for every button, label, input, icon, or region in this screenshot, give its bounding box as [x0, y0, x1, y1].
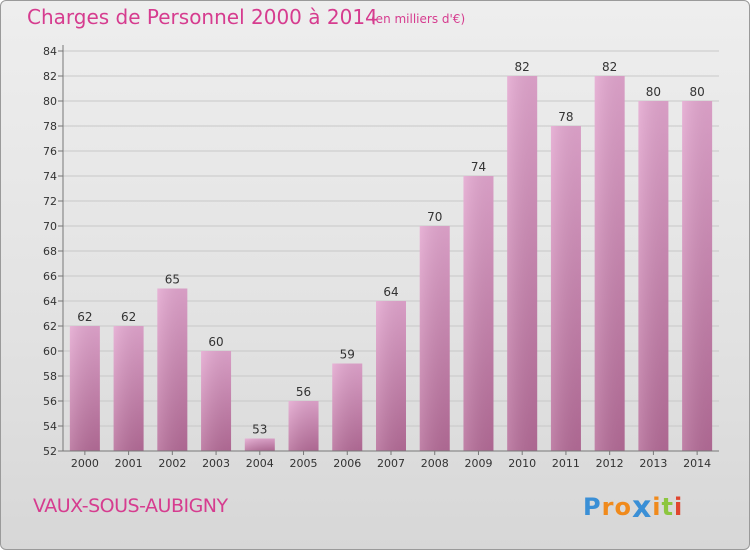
data-label: 65	[165, 273, 180, 287]
data-label: 74	[471, 160, 486, 174]
data-label: 82	[515, 60, 530, 74]
x-tick-label: 2009	[464, 457, 492, 470]
bar-shade	[332, 363, 363, 451]
data-label: 78	[558, 110, 573, 124]
y-tick-label: 52	[43, 445, 57, 458]
data-label: 70	[427, 210, 442, 224]
x-tick-label: 2008	[421, 457, 449, 470]
data-label: 82	[602, 60, 617, 74]
data-label: 56	[296, 385, 311, 399]
y-tick-label: 66	[43, 270, 57, 283]
data-label: 80	[689, 85, 704, 99]
x-tick-label: 2014	[683, 457, 711, 470]
y-tick-label: 72	[43, 195, 57, 208]
bar-shade	[463, 176, 494, 451]
y-tick-label: 70	[43, 220, 57, 233]
y-tick-label: 54	[43, 420, 57, 433]
bar-shade	[507, 76, 538, 451]
data-label: 59	[340, 348, 355, 362]
logo-letter: x	[631, 490, 653, 525]
bar-shade	[419, 226, 450, 451]
y-tick-label: 80	[43, 95, 57, 108]
chart-title: Charges de Personnel 2000 à 2014	[27, 5, 378, 29]
y-tick-label: 62	[43, 320, 57, 333]
logo-letter: i	[652, 493, 662, 521]
x-tick-label: 2007	[377, 457, 405, 470]
x-tick-label: 2004	[246, 457, 274, 470]
logo-letter: i	[674, 493, 684, 521]
y-tick-label: 76	[43, 145, 57, 158]
y-tick-label: 58	[43, 370, 57, 383]
y-tick-label: 64	[43, 295, 57, 308]
bar-shade	[244, 438, 275, 451]
y-tick-label: 84	[43, 45, 57, 58]
x-tick-label: 2010	[508, 457, 536, 470]
x-tick-label: 2013	[639, 457, 667, 470]
y-tick-label: 56	[43, 395, 57, 408]
data-label: 64	[383, 285, 398, 299]
data-label: 53	[252, 423, 267, 437]
x-tick-label: 2012	[596, 457, 624, 470]
chart-subtitle: (en milliers d'€)	[371, 12, 466, 26]
x-tick-label: 2002	[158, 457, 186, 470]
bar-shade	[550, 126, 581, 451]
y-tick-label: 78	[43, 120, 57, 133]
y-tick-label: 60	[43, 345, 57, 358]
bar-shade	[682, 101, 713, 451]
data-label: 80	[646, 85, 661, 99]
data-label: 62	[77, 310, 92, 324]
bar-shade	[69, 326, 100, 451]
place-name: VAUX-SOUS-AUBIGNY	[33, 495, 228, 517]
data-label: 62	[121, 310, 136, 324]
x-tick-label: 2000	[71, 457, 99, 470]
x-tick-label: 2006	[333, 457, 361, 470]
bar-shade	[157, 288, 188, 451]
y-tick-label: 68	[43, 245, 57, 258]
data-label: 60	[208, 335, 223, 349]
logo-letter: P	[583, 493, 602, 521]
bar-shade	[113, 326, 144, 451]
bar-shade	[201, 351, 232, 451]
bar-shade	[288, 401, 319, 451]
y-tick-label: 82	[43, 70, 57, 83]
bar-shade	[376, 301, 406, 451]
proxiti-logo: Proxiti	[583, 488, 684, 525]
logo-letter: r	[601, 493, 615, 521]
x-tick-label: 2011	[552, 457, 580, 470]
x-tick-label: 2001	[115, 457, 143, 470]
y-tick-label: 74	[43, 170, 57, 183]
x-tick-label: 2005	[290, 457, 318, 470]
bar-shade	[594, 76, 625, 451]
logo-letter: o	[614, 493, 632, 521]
logo-letter: t	[661, 493, 675, 521]
bar-shade	[638, 101, 669, 451]
x-tick-label: 2003	[202, 457, 230, 470]
